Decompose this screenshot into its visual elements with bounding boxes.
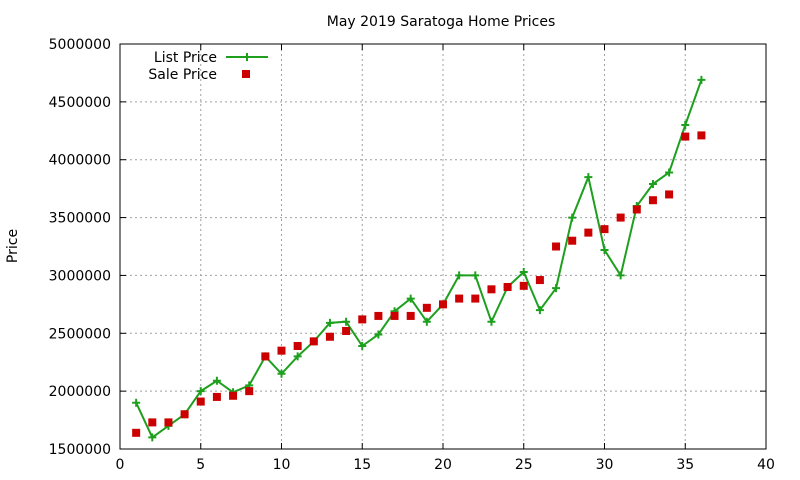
sale-price-point [229, 391, 238, 400]
sale-price-point [390, 311, 399, 320]
list-price-point [148, 433, 157, 442]
sale-price-point [648, 196, 657, 205]
list-price-point [487, 317, 496, 326]
axis-ticks [119, 43, 767, 450]
y-tick-label: 4000000 [49, 153, 111, 169]
list-price-point [374, 330, 383, 339]
y-axis-tick-labels: 1500000 2000000 2500000 3000000 3500000 40000… [49, 37, 111, 458]
sale-price-point [325, 332, 334, 341]
sale-price-point [552, 242, 561, 251]
list-price-point [455, 271, 464, 280]
sale-price-point [406, 311, 415, 320]
x-tick-label: 30 [596, 457, 614, 473]
x-tick-label: 0 [116, 457, 125, 473]
y-axis-label: Price [5, 229, 21, 263]
sale-price-point [261, 352, 270, 361]
sale-price-point [616, 213, 625, 222]
sale-price-point [632, 205, 641, 214]
x-tick-label: 10 [273, 457, 291, 473]
list-price-point [552, 284, 561, 293]
list-price-point [600, 245, 609, 254]
sale-price-point [503, 283, 512, 291]
chart-title: May 2019 Saratoga Home Prices [327, 14, 555, 30]
legend-label: List Price [154, 50, 217, 66]
sale-price-point [148, 418, 157, 427]
sale-price-point [277, 346, 286, 355]
sale-price-point [487, 285, 496, 294]
series-sale-price [132, 131, 706, 437]
list-price-point [277, 369, 286, 378]
sale-price-point [519, 281, 528, 290]
sale-price-point [132, 428, 141, 437]
sale-price-point [568, 236, 577, 245]
list-price-point [535, 306, 544, 315]
list-price-point [648, 180, 657, 189]
x-tick-label: 40 [757, 457, 775, 473]
list-price-point [584, 173, 593, 182]
y-tick-label: 3500000 [49, 211, 111, 227]
list-price-point [665, 168, 674, 177]
x-tick-label: 15 [353, 457, 371, 473]
sale-price-point [422, 303, 431, 312]
list-price-point [132, 398, 141, 407]
x-tick-label: 20 [434, 457, 452, 473]
list-price-point [293, 352, 302, 361]
sale-price-point [293, 342, 302, 351]
sale-price-point [455, 294, 464, 303]
y-tick-label: 4500000 [49, 95, 111, 111]
list-price-point [616, 271, 625, 280]
sale-price-point [665, 190, 674, 199]
legend-plus-marker [243, 53, 251, 61]
x-tick-label: 5 [196, 457, 205, 473]
sale-price-point [374, 311, 383, 320]
list-price-line [135, 79, 703, 439]
list-price-point [212, 376, 221, 385]
sale-price-point [358, 315, 367, 324]
list-price-point [471, 271, 480, 280]
x-axis-tick-labels: 0 5 10 15 20 25 30 35 40 [116, 457, 775, 473]
sale-price-point [164, 418, 173, 427]
list-price-point [568, 213, 577, 222]
list-price-point [196, 387, 205, 396]
list-price-point [406, 294, 415, 303]
list-price-point [519, 267, 528, 276]
list-price-point [697, 75, 706, 84]
legend-label: Sale Price [148, 67, 217, 83]
sale-price-point [681, 132, 690, 141]
y-tick-label: 2000000 [49, 384, 111, 400]
sale-price-point [245, 387, 254, 396]
sale-price-point [212, 392, 221, 401]
sale-price-point [196, 397, 205, 406]
sale-price-point [584, 228, 593, 237]
sale-price-point [342, 326, 351, 335]
list-price-point [342, 317, 351, 326]
list-price-point [325, 318, 334, 327]
x-tick-label: 25 [515, 457, 533, 473]
legend-square-marker [242, 70, 250, 78]
sale-price-point [439, 300, 447, 309]
y-tick-label: 5000000 [49, 37, 111, 53]
sale-price-point [309, 337, 318, 346]
sale-price-point [697, 131, 706, 140]
grid [120, 44, 766, 449]
x-tick-label: 35 [676, 457, 694, 473]
y-tick-label: 2500000 [49, 326, 111, 342]
list-price-point [358, 342, 367, 351]
y-tick-label: 1500000 [49, 442, 111, 458]
list-price-point [422, 317, 431, 326]
sale-price-point [600, 225, 609, 234]
sale-price-point [471, 294, 480, 303]
sale-price-point [180, 410, 189, 419]
list-price-point [681, 121, 690, 129]
series-list-price [132, 75, 706, 442]
series [132, 75, 706, 442]
y-tick-label: 3000000 [49, 268, 111, 284]
sale-price-point [535, 276, 544, 285]
